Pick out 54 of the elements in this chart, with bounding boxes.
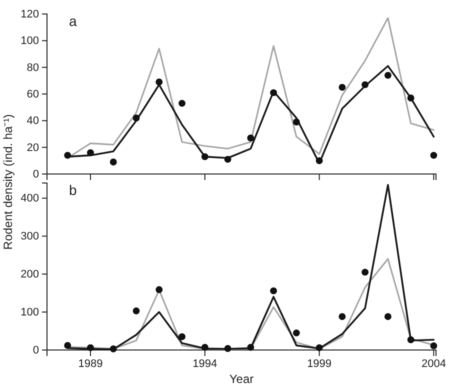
- point: [338, 313, 346, 320]
- point: [316, 344, 323, 352]
- annotation: a: [69, 13, 77, 29]
- point: [64, 342, 72, 349]
- point: [132, 114, 140, 122]
- y-tick-label: 200: [20, 268, 39, 281]
- point: [316, 157, 323, 164]
- y-tick-label: 300: [20, 230, 39, 243]
- point: [156, 286, 163, 294]
- point: [384, 72, 392, 79]
- y-tick-label: 40: [26, 115, 39, 128]
- point: [362, 268, 369, 276]
- y-tick-label: 120: [20, 8, 39, 21]
- point: [292, 118, 300, 126]
- x-tick-label: 1989: [78, 358, 103, 370]
- point: [430, 152, 438, 159]
- point: [430, 342, 438, 350]
- point: [87, 344, 94, 352]
- point: [224, 156, 232, 163]
- point: [247, 134, 254, 142]
- y-axis-title: Rodent density (ind. ha⁻¹): [1, 114, 15, 250]
- point: [156, 78, 163, 86]
- point: [270, 89, 278, 96]
- y-tick-label: 100: [20, 306, 39, 319]
- point: [247, 344, 254, 351]
- y-tick-label: 100: [20, 35, 39, 48]
- y-tick-label: 80: [26, 62, 39, 74]
- point: [362, 81, 369, 88]
- x-tick-label: 1994: [192, 358, 218, 370]
- point: [201, 153, 208, 160]
- point: [201, 344, 208, 351]
- point: [292, 329, 300, 336]
- point: [270, 287, 278, 294]
- y-tick-label: 400: [20, 192, 39, 205]
- point: [110, 158, 117, 166]
- y-tick-label: 0: [32, 344, 39, 357]
- y-tick-label: 0: [32, 168, 39, 181]
- point: [384, 313, 392, 320]
- point: [178, 100, 186, 107]
- point: [407, 94, 414, 102]
- point: [407, 336, 414, 344]
- y-tick-label: 60: [26, 88, 39, 101]
- point: [110, 345, 117, 352]
- x-axis-title: Year: [229, 372, 254, 386]
- point: [64, 152, 72, 159]
- point: [178, 333, 186, 340]
- point: [224, 345, 232, 352]
- point: [132, 307, 140, 314]
- x-tick-label: 2004: [421, 358, 446, 370]
- y-tick-label: 20: [26, 142, 39, 154]
- point: [87, 149, 94, 156]
- point: [338, 84, 346, 91]
- annotation: b: [69, 182, 77, 198]
- x-tick-label: 1999: [307, 358, 332, 370]
